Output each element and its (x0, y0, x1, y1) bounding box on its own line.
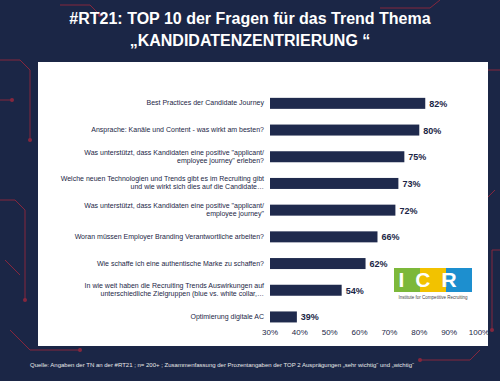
chart-svg: #RT21: TOP 10 der Fragen für das Trend T… (0, 0, 500, 381)
category-label: Welche neuen Technologien und Trends gib… (58, 171, 264, 195)
data-label: 80% (423, 126, 441, 136)
circuit-dot (10, 98, 14, 102)
title: #RT21: TOP 10 der Fragen für das Trend T… (69, 10, 430, 27)
circuit-line (5, 260, 20, 275)
category-label: Wie schaffe ich eine authentische Marke … (58, 252, 264, 276)
bar (270, 178, 398, 189)
bar (270, 231, 377, 242)
category-label: Optimierung digitale AC (58, 305, 264, 329)
background (0, 0, 500, 381)
circuit-line (380, 0, 440, 8)
data-label: 82% (429, 99, 447, 109)
data-label: 72% (399, 206, 417, 216)
tick-label: 80% (411, 328, 427, 337)
category-label: Best Practices der Candidate Journey (58, 91, 264, 115)
subtitle: „KANDIDATENZENTRIERUNG “ (130, 32, 371, 49)
tick-label: 50% (322, 328, 338, 337)
data-label: 66% (381, 232, 399, 242)
circuit-line (0, 60, 30, 140)
logo-text: ICR (398, 268, 467, 291)
logo-subtext: Institute for Competitive Recruiting (399, 295, 468, 300)
tick-label: 30% (262, 328, 278, 337)
tick-label: 70% (381, 328, 397, 337)
category-text: Woran müssen Employer Branding Verantwor… (75, 233, 264, 241)
category-label: Was unterstützt, dass Kandidaten eine po… (58, 198, 264, 222)
category-text: Wie schaffe ich eine authentische Marke … (97, 260, 264, 268)
data-label: 39% (301, 312, 319, 322)
circuit-dot (23, 298, 27, 302)
data-label: 62% (370, 259, 388, 269)
chart-root: #RT21: TOP 10 der Fragen für das Trend T… (0, 0, 500, 381)
circuit-dot (28, 138, 32, 142)
bar (270, 311, 297, 322)
category-text: Was unterstützt, dass Kandidaten eine po… (58, 149, 264, 165)
source-note: Quelle: Angaben der TN an der #RT21 ; n=… (30, 362, 414, 368)
tick-label: 60% (352, 328, 368, 337)
category-label: In wie weit haben die Recruiting Trends … (58, 278, 264, 302)
data-label: 54% (346, 286, 364, 296)
bar (270, 258, 366, 269)
data-label: 75% (408, 152, 426, 162)
plot-panel (38, 62, 488, 346)
category-label: Ansprache: Kanäle und Content - was wirk… (58, 118, 264, 142)
circuit-line (0, 200, 25, 300)
tick-label: 100% (469, 328, 489, 337)
circuit-line (420, 350, 480, 360)
tick-label: 90% (441, 328, 457, 337)
logo: ICR Institute for Competitive Recruiting (394, 268, 472, 300)
bar (270, 125, 419, 136)
bar (270, 205, 395, 216)
category-text: In wie weit haben die Recruiting Trends … (58, 282, 264, 298)
circuit-dot (490, 328, 494, 332)
bar (270, 285, 342, 296)
category-label: Was unterstützt, dass Kandidaten eine po… (58, 145, 264, 169)
circuit-dot (418, 358, 422, 362)
circuit-line (492, 250, 500, 330)
circuit-dot (78, 348, 82, 352)
category-text: Ansprache: Kanäle und Content - was wirk… (91, 126, 264, 134)
tick-label: 40% (292, 328, 308, 337)
category-label: Woran müssen Employer Branding Verantwor… (58, 225, 264, 249)
category-text: Was unterstützt, dass Kandidaten eine po… (58, 202, 264, 218)
category-text: Best Practices der Candidate Journey (146, 99, 264, 107)
bar (270, 98, 425, 109)
category-text: Welche neuen Technologien und Trends gib… (58, 175, 264, 191)
circuit-decoration (0, 0, 500, 362)
bar (270, 151, 404, 162)
data-label: 73% (402, 179, 420, 189)
category-text: Optimierung digitale AC (190, 313, 264, 321)
